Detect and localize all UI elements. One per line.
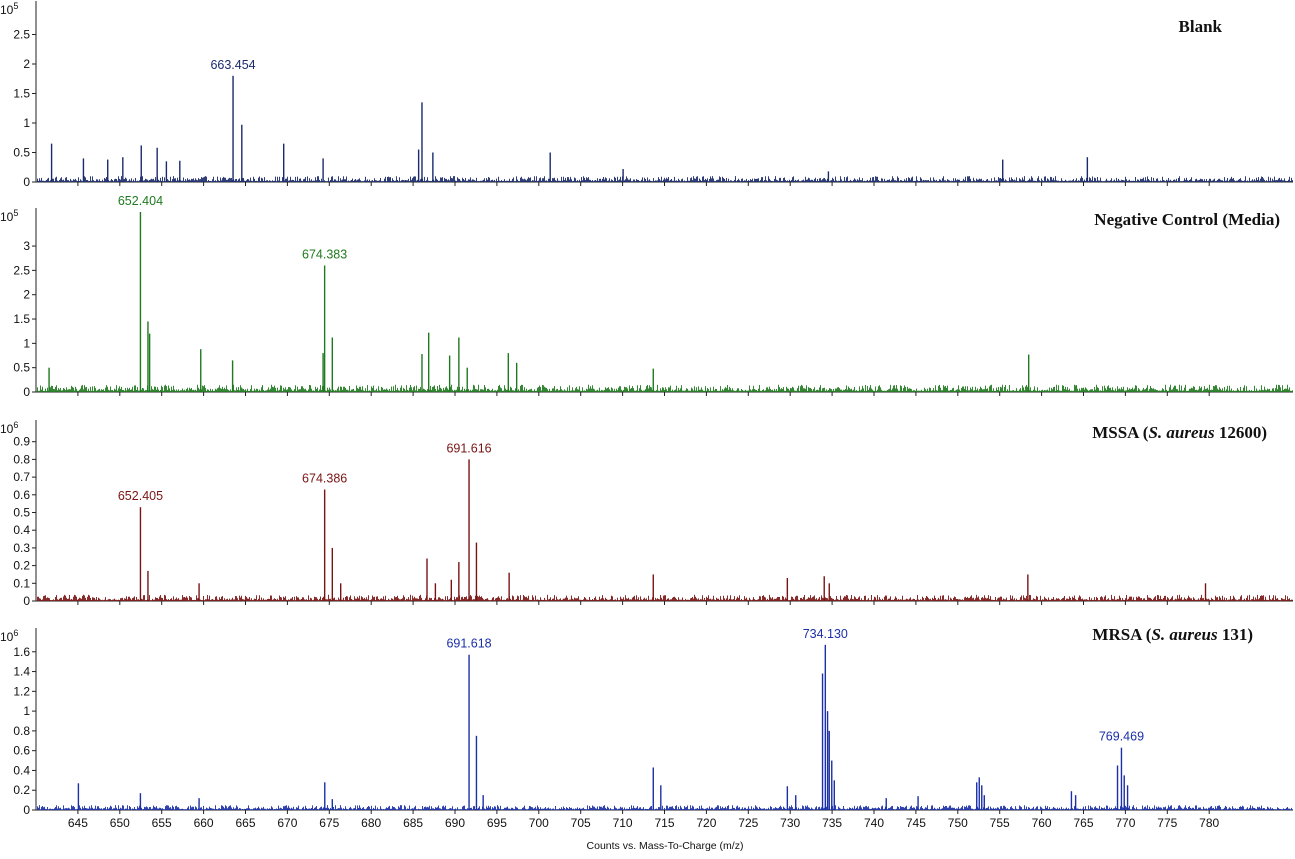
x-tick-label: 765	[1073, 816, 1093, 830]
y-tick-label: 0.8	[13, 724, 30, 738]
y-tick-label: 2.5	[13, 28, 30, 42]
y-tick-label: 0.3	[13, 541, 30, 555]
x-tick-label: 705	[571, 816, 591, 830]
panel-title: Negative Control (Media)	[1094, 210, 1280, 229]
peak-label: 674.386	[302, 471, 347, 485]
shared-x-axis: 645 650 655 660 665 670 675 680 685 690 695 700 705 7…	[68, 816, 1220, 830]
y-tick-label: 1.2	[13, 684, 30, 698]
x-tick-label: 690	[445, 816, 465, 830]
y-tick-label: 0.5	[13, 146, 30, 160]
y-exponent-power: 6	[13, 420, 18, 430]
spectrum-panel: 0 0.5 1 1.5 2 2.5 3 x105 652.404 674.383 Negative …	[0, 194, 1293, 399]
x-tick-label: 735	[822, 816, 842, 830]
y-tick-label: 1.4	[13, 665, 30, 679]
y-exponent-label: x106	[0, 628, 18, 644]
x-tick-label: 650	[110, 816, 130, 830]
x-tick-label: 710	[613, 816, 633, 830]
y-exponent-power: 5	[13, 1, 18, 11]
x-tick-label: 750	[948, 816, 968, 830]
panel-title: MRSA (S. aureus 131)	[1092, 625, 1253, 644]
y-tick-label: 0.7	[13, 470, 30, 484]
noise-floor	[37, 176, 1293, 182]
y-tick-label: 1	[23, 336, 30, 350]
x-tick-label: 665	[235, 816, 255, 830]
y-tick-label: 0.9	[13, 435, 30, 449]
y-tick-label: 0.6	[13, 488, 30, 502]
y-tick-label: 2.5	[13, 263, 30, 277]
y-tick-label: 1.6	[13, 645, 30, 659]
panel-title: MSSA (S. aureus 12600)	[1092, 423, 1267, 442]
x-tick-label: 700	[529, 816, 549, 830]
x-tick-label: 770	[1115, 816, 1135, 830]
y-tick-label: 1.5	[13, 312, 30, 326]
y-tick-label: 0	[23, 803, 30, 817]
y-tick-label: 0.8	[13, 452, 30, 466]
spectrum-panel: 0 0.2 0.4 0.6 0.8 1 1.2 1.4 1.6x106 691.618 734.13…	[0, 625, 1293, 817]
y-exponent-label: x105	[0, 208, 18, 224]
x-tick-label: 660	[194, 816, 214, 830]
spectrum-panel: 0 0.5 1 1.5 2 2.5 x105 663.454 Blank	[0, 1, 1293, 189]
spectra-panels: 0 0.5 1 1.5 2 2.5 x105 663.454 Blank 0 0.5 1 1.5 2 2.5…	[0, 1, 1293, 817]
x-tick-label: 740	[864, 816, 884, 830]
y-tick-label: 0	[23, 594, 30, 608]
x-axis-label: Counts vs. Mass-To-Charge (m/z)	[587, 840, 744, 852]
y-tick-label: 0	[23, 175, 30, 189]
peak-label: 691.616	[446, 441, 491, 455]
y-tick-label: 0.2	[13, 783, 30, 797]
y-tick-label: 0.4	[13, 763, 30, 777]
x-tick-label: 745	[906, 816, 926, 830]
x-tick-label: 725	[738, 816, 758, 830]
x-tick-label: 720	[696, 816, 716, 830]
x-tick-label: 755	[990, 816, 1010, 830]
x-tick-label: 685	[403, 816, 423, 830]
peak-label: 652.405	[118, 489, 163, 503]
y-tick-label: 1	[23, 704, 30, 718]
y-tick-label: 0.4	[13, 523, 30, 537]
peak-label: 691.618	[446, 637, 491, 651]
y-tick-label: 1	[23, 116, 30, 130]
y-tick-label: 0.2	[13, 559, 30, 573]
x-tick-label: 695	[487, 816, 507, 830]
y-tick-label: 3	[23, 239, 30, 253]
noise-floor	[37, 384, 1293, 392]
panel-title: Blank	[1179, 17, 1223, 36]
peak-label: 734.130	[803, 627, 848, 641]
spectrum-panel: 0 0.1 0.2 0.3 0.4 0.5 0.6 0.7 0.8 0.9x106 652.405 6…	[0, 420, 1293, 608]
peak-label: 663.454	[210, 58, 255, 72]
peak-label: 769.469	[1099, 730, 1144, 744]
x-tick-label: 655	[152, 816, 172, 830]
y-exponent-power: 5	[13, 208, 18, 218]
y-tick-label: 0.5	[13, 361, 30, 375]
y-exponent-label: x105	[0, 1, 18, 17]
peak-label: 674.383	[302, 248, 347, 262]
x-tick-label: 675	[319, 816, 339, 830]
y-tick-label: 0.5	[13, 506, 30, 520]
x-tick-label: 760	[1032, 816, 1052, 830]
y-tick-label: 2	[23, 57, 30, 71]
x-tick-label: 680	[361, 816, 381, 830]
noise-floor	[37, 594, 1293, 601]
peak-label: 652.404	[118, 194, 163, 208]
noise-floor	[37, 805, 1293, 810]
x-tick-label: 730	[780, 816, 800, 830]
x-tick-label: 775	[1157, 816, 1177, 830]
y-tick-label: 2	[23, 288, 30, 302]
y-tick-label: 0.6	[13, 744, 30, 758]
y-tick-label: 0.1	[13, 576, 30, 590]
y-tick-label: 1.5	[13, 87, 30, 101]
y-tick-label: 0	[23, 385, 30, 399]
x-tick-label: 645	[68, 816, 88, 830]
y-exponent-label: x106	[0, 420, 18, 436]
x-tick-label: 670	[277, 816, 297, 830]
y-exponent-power: 6	[13, 628, 18, 638]
x-tick-label: 780	[1199, 816, 1219, 830]
x-tick-label: 715	[654, 816, 674, 830]
